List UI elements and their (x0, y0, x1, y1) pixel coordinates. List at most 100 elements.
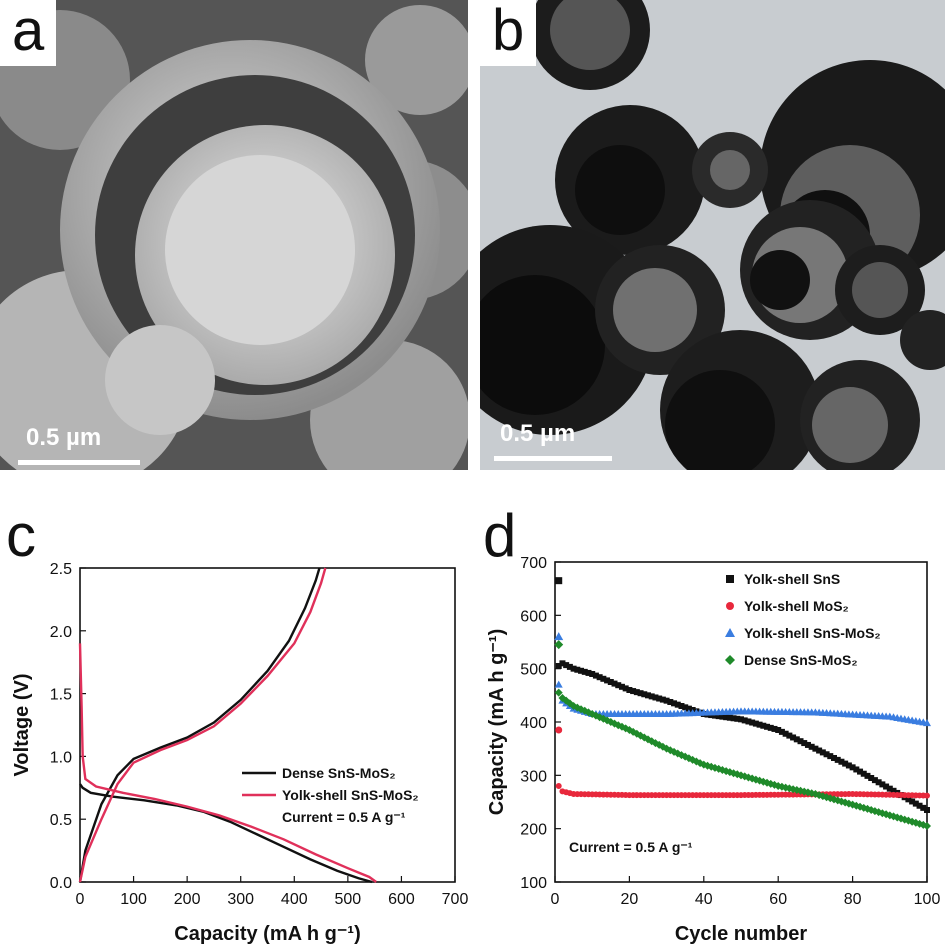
chart-d-point (875, 779, 882, 786)
chart-d-point (734, 715, 741, 722)
chart-d-point (584, 708, 593, 717)
chart-d-point (719, 713, 726, 720)
chart-c-annotation: Current = 0.5 A g⁻¹ (282, 809, 406, 825)
chart-d-point (816, 747, 823, 754)
chart-d-point (595, 713, 604, 722)
chart-d-legend-marker (725, 628, 735, 637)
chart-c-ylabel: Voltage (V) (11, 674, 33, 777)
chart-d-xtick-label: 100 (914, 891, 941, 908)
chart-d-point (607, 679, 614, 685)
chart-d-point (554, 680, 563, 688)
sem-micrograph (0, 0, 468, 470)
chart-d-point (859, 803, 868, 812)
chart-d-point (823, 751, 830, 758)
chart-c-xtick-label: 0 (76, 891, 85, 908)
chart-d-legend-label: Dense SnS-MoS₂ (744, 652, 858, 668)
chart-d-point (775, 727, 782, 733)
chart-d-point (763, 778, 772, 787)
chart-d-point (714, 764, 723, 773)
chart-d-point (841, 798, 850, 807)
chart-d-point (645, 692, 651, 699)
chart-d-point (767, 724, 774, 731)
chart-c-xtick-label: 200 (174, 891, 201, 908)
chart-d-ytick-label: 100 (520, 875, 547, 892)
chart-d-point (856, 802, 865, 811)
chart-d-point (760, 722, 767, 729)
chart-d-ytick-label: 500 (520, 662, 547, 679)
chart-c-ytick-label: 1.0 (50, 749, 72, 766)
chart-d-point (726, 714, 733, 721)
chart-d-series-1 (555, 726, 930, 799)
chart-d-point (637, 690, 644, 697)
chart-d-legend-label: Yolk-shell MoS₂ (744, 598, 849, 614)
chart-d-point (570, 665, 577, 672)
chart-d-point (778, 728, 785, 735)
chart-d-point (830, 795, 838, 804)
chart-d-point (766, 779, 775, 788)
chart-d-point (718, 766, 727, 774)
chart-d-point (793, 736, 800, 743)
chart-d-point (782, 730, 789, 737)
chart-d-point (749, 719, 756, 726)
chart-c-series-0-charge-line (78, 567, 321, 883)
chart-c-xtick-label: 500 (335, 891, 362, 908)
chart-d-point (685, 705, 692, 712)
chart-d-point (554, 688, 563, 697)
chart-d-point (710, 763, 719, 772)
chart-d-point (834, 756, 841, 763)
chart-d-point (890, 787, 897, 794)
chart-d-point (915, 819, 924, 828)
chart-c-xtick-label: 100 (120, 891, 147, 908)
chart-d-point (738, 716, 744, 723)
chart-d-xtick-label: 80 (844, 891, 862, 908)
chart-c-ytick-label: 1.5 (50, 687, 72, 704)
panel-letter-b: b (480, 0, 537, 66)
chart-d-point (600, 675, 607, 682)
chart-d-ytick-label: 400 (520, 715, 547, 732)
chart-d-point (838, 758, 845, 765)
chart-c-ytick-label: 0.0 (50, 875, 72, 892)
chart-d-point (883, 783, 890, 790)
chart-d-point (923, 822, 931, 830)
chart-d-point (786, 732, 793, 739)
chart-d-ytick-label: 600 (520, 608, 547, 625)
chart-d-point (812, 745, 819, 752)
chart-d-point (885, 811, 894, 820)
chart-d-point (741, 717, 748, 724)
chart-d-point (640, 733, 649, 742)
chart-d-xtick-label: 20 (621, 891, 639, 908)
chart-c-ytick-label: 2.0 (50, 624, 72, 641)
chart-d-point (864, 772, 871, 779)
chart-d-point (555, 726, 563, 734)
chart-d-point (574, 666, 581, 673)
chart-d-point (796, 786, 805, 795)
chart-d-point (578, 667, 585, 674)
chart-d-point (723, 714, 730, 721)
chart-d-point (622, 685, 629, 692)
chart-d-point (663, 697, 670, 704)
chart-d-point (919, 820, 928, 829)
chart-c-legend-label: Dense SnS-MoS₂ (282, 765, 396, 781)
cycling-performance-chart: 0 20 40 60 80 100 100 200 300 400 500 600 700 Cycle n… (486, 555, 941, 945)
chart-d-point (730, 715, 737, 722)
chart-d-legend-marker (725, 655, 735, 665)
chart-d-ytick-label: 200 (520, 822, 547, 839)
chart-d-legend-marker (726, 575, 734, 583)
panel-letter-a: a (0, 0, 57, 66)
chart-d-point (592, 672, 599, 679)
chart-d-point (797, 738, 804, 745)
chart-d-point (819, 749, 826, 756)
chart-d-point (752, 720, 759, 727)
chart-d-point (711, 712, 718, 719)
tem-micrograph (480, 0, 945, 470)
chart-d-point (920, 804, 927, 811)
chart-c-xtick-label: 700 (442, 891, 469, 908)
chart-d-xlabel: Cycle number (675, 923, 807, 945)
chart-d-point (633, 689, 640, 696)
chart-d-point (842, 760, 849, 767)
chart-d-point (596, 674, 603, 681)
chart-d-point (566, 663, 573, 670)
chart-d-point (562, 696, 571, 705)
chart-d-ytick-label: 700 (520, 555, 547, 572)
chart-d-point (703, 761, 712, 770)
